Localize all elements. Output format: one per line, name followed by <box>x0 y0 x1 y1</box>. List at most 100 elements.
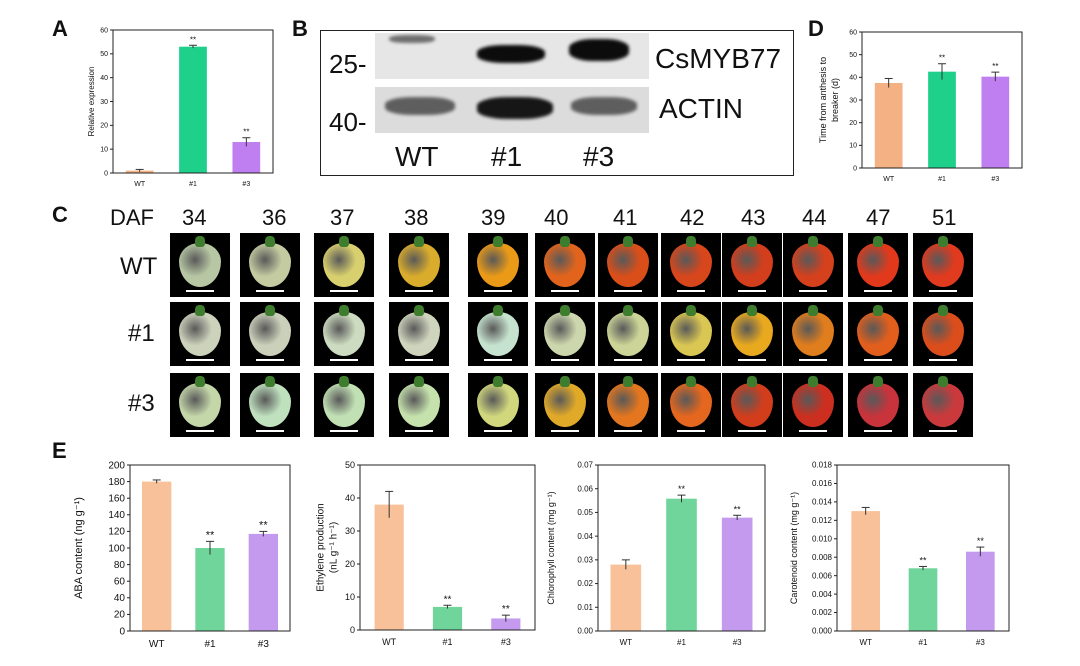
y-tick-label: 50 <box>849 52 857 59</box>
fruit <box>607 312 649 356</box>
y-axis-title: Relative expression <box>87 67 96 137</box>
bar-WT <box>142 481 172 631</box>
western-blot: 25- 40- CsMYB77 ACTIN WT #1 #3 <box>320 30 794 176</box>
fruit-photo <box>535 373 595 437</box>
bar-#1 <box>908 568 938 631</box>
scale-bar <box>864 359 892 361</box>
calyx <box>414 376 424 387</box>
fruit-photo <box>913 233 973 297</box>
chart-e-chlorophyll-content: WT ** #1 ** #3 0.00 0.01 0.02 0.03 0.04 0.05 0.06 0.… <box>546 461 766 647</box>
fruit-photo <box>314 233 374 297</box>
y-tick-label: 0.05 <box>577 508 593 517</box>
scale-bar <box>484 359 512 361</box>
fruit <box>792 243 834 287</box>
fruit-photo <box>314 373 374 437</box>
fruit-photo <box>848 373 908 437</box>
fruit-photo <box>240 373 300 437</box>
plot-frame <box>359 464 536 631</box>
fruit-photo <box>661 302 721 366</box>
fruit-photo <box>535 233 595 297</box>
fruit-photo <box>598 373 658 437</box>
scale-bar <box>405 359 433 361</box>
day-47: 47 <box>866 205 891 230</box>
calyx <box>873 305 883 316</box>
bar-#1 <box>666 498 697 631</box>
fruit-photo <box>170 302 230 366</box>
bar-WT <box>610 564 642 631</box>
calyx <box>938 376 948 387</box>
row-label-3: #3 <box>128 390 155 417</box>
day-44: 44 <box>802 205 827 230</box>
scale-bar <box>929 359 957 361</box>
fruit <box>731 383 773 427</box>
x-tick-WT: WT <box>859 638 872 647</box>
y-tick-label: 200 <box>108 460 125 471</box>
day-51: 51 <box>932 205 957 230</box>
panel-label-d: D <box>808 16 824 41</box>
fruit <box>922 383 964 427</box>
fruit <box>179 383 221 427</box>
calyx <box>195 305 205 316</box>
calyx <box>623 376 633 387</box>
calyx <box>873 236 883 247</box>
y-tick-label: 0.008 <box>812 553 833 562</box>
y-tick-label: 0.002 <box>812 608 833 617</box>
calyx <box>414 236 424 247</box>
band-1-actin <box>477 97 553 119</box>
scale-bar <box>405 290 433 292</box>
scale-bar <box>484 290 512 292</box>
fruit <box>857 312 899 356</box>
y-tick-label: 50 <box>345 460 355 470</box>
y-tick-label: 0.07 <box>577 461 593 470</box>
calyx <box>747 376 757 387</box>
y-tick-label: 0.01 <box>577 603 593 612</box>
y-tick-label: 60 <box>100 27 108 34</box>
significance-#3: ** <box>734 504 742 514</box>
panel-label-c: C <box>52 202 68 227</box>
fruit <box>323 312 365 356</box>
protein-label-actin: ACTIN <box>659 93 743 124</box>
band-3-actin <box>571 97 637 115</box>
x-tick-#1: #1 <box>204 639 216 650</box>
bar-WT <box>874 83 903 168</box>
panel-label-a: A <box>52 16 68 41</box>
calyx <box>493 305 503 316</box>
y-tick-label: 10 <box>345 592 355 602</box>
scale-bar <box>864 290 892 292</box>
fruit <box>398 243 440 287</box>
chart-a-relative-expression: WT ** #1 ** #3 0 10 20 30 40 50 60 Relative expressi… <box>87 27 274 188</box>
chart-d-time-to-breaker: WT ** #1 ** #3 0 10 20 30 40 50 60 Time from anthesi… <box>818 29 1023 183</box>
calyx <box>686 305 696 316</box>
y-tick-label: 20 <box>114 610 126 621</box>
protein-label-csmyb77: CsMYB77 <box>655 43 782 74</box>
y-tick-label: 80 <box>114 560 126 571</box>
significance-#3: ** <box>243 128 249 137</box>
scale-bar <box>186 290 214 292</box>
x-tick-#1: #1 <box>938 176 946 183</box>
fruit-photo <box>848 233 908 297</box>
y-tick-label: 100 <box>108 543 125 554</box>
fruit-photo <box>848 302 908 366</box>
y-tick-label: 0.018 <box>812 461 833 470</box>
fruit-photo <box>468 302 528 366</box>
fruit <box>398 312 440 356</box>
calyx <box>747 305 757 316</box>
x-tick-#3: #3 <box>976 638 985 647</box>
plot-frame <box>597 464 766 632</box>
fruit <box>792 383 834 427</box>
y-tick-label: 10 <box>849 143 857 150</box>
scale-bar <box>405 430 433 432</box>
fruit <box>249 312 291 356</box>
day-39: 39 <box>481 205 506 230</box>
calyx <box>808 376 818 387</box>
fruit-photo <box>598 233 658 297</box>
scale-bar <box>738 430 766 432</box>
lane-label-3: #3 <box>583 141 615 172</box>
y-tick-label: 30 <box>100 99 108 106</box>
x-tick-#3: #3 <box>501 637 511 647</box>
y-tick-label: 0.004 <box>812 590 833 599</box>
x-tick-#3: #3 <box>733 638 742 647</box>
calyx <box>493 376 503 387</box>
calyx <box>747 236 757 247</box>
bar-#3 <box>981 76 1010 168</box>
